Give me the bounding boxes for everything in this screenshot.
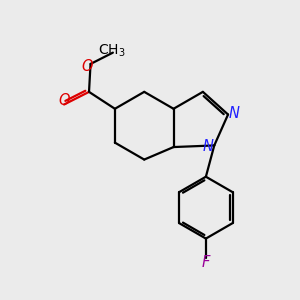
- Text: O: O: [58, 94, 70, 109]
- Text: F: F: [202, 256, 210, 271]
- Text: N: N: [202, 140, 213, 154]
- Text: N: N: [229, 106, 240, 121]
- Text: CH$_3$: CH$_3$: [98, 43, 125, 59]
- Text: O: O: [82, 59, 93, 74]
